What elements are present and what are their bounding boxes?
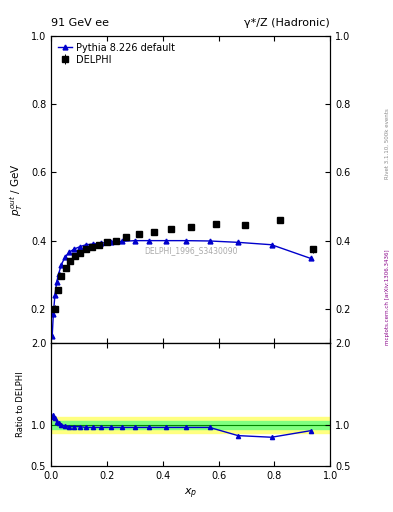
Pythia 8.226 default [77,244,82,250]
Bar [51,421,330,429]
Text: γ*/Z (Hadronic): γ*/Z (Hadronic) [244,18,330,28]
X-axis label: $x_p$: $x_p$ [184,486,197,501]
Pythia 8.226 default [59,262,64,268]
Pythia 8.226 default [63,254,68,260]
Pythia 8.226 default [91,241,95,247]
Text: mcplots.cern.ch [arXiv:1306.3436]: mcplots.cern.ch [arXiv:1306.3436] [385,249,389,345]
Bar [51,417,330,433]
Legend: Pythia 8.226 default, DELPHI: Pythia 8.226 default, DELPHI [56,40,177,67]
Pythia 8.226 default [184,238,188,244]
Pythia 8.226 default [109,239,114,245]
Pythia 8.226 default [54,279,59,285]
Pythia 8.226 default [99,240,104,246]
Y-axis label: $p_T^{out}$ / GeV: $p_T^{out}$ / GeV [9,163,25,216]
Pythia 8.226 default [120,238,125,244]
Pythia 8.226 default [84,242,88,248]
Pythia 8.226 default [132,238,137,244]
Pythia 8.226 default [51,311,56,317]
Pythia 8.226 default [56,271,61,277]
Pythia 8.226 default [308,255,313,262]
Line: Pythia 8.226 default: Pythia 8.226 default [50,238,313,338]
Pythia 8.226 default [50,333,55,339]
Text: Rivet 3.1.10, 500k events: Rivet 3.1.10, 500k events [385,108,389,179]
Pythia 8.226 default [67,249,72,255]
Pythia 8.226 default [53,291,57,297]
Pythia 8.226 default [207,238,212,244]
Pythia 8.226 default [72,246,76,252]
Pythia 8.226 default [164,238,169,244]
Pythia 8.226 default [269,242,274,248]
Text: DELPHI_1996_S3430090: DELPHI_1996_S3430090 [144,246,237,255]
Text: 91 GeV ee: 91 GeV ee [51,18,109,28]
Y-axis label: Ratio to DELPHI: Ratio to DELPHI [16,372,25,437]
Pythia 8.226 default [147,238,152,244]
Pythia 8.226 default [236,239,241,245]
